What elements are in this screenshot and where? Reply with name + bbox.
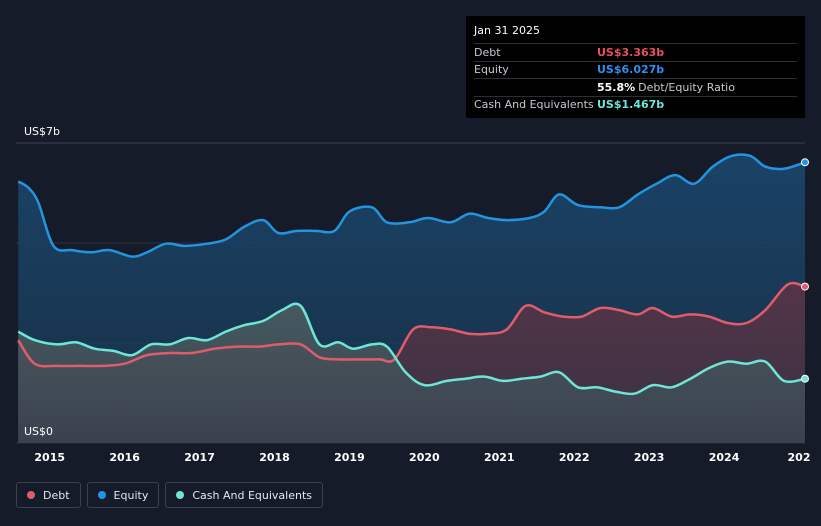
- x-tick-label-0: 2015: [34, 451, 65, 464]
- tooltip-cash-value: US$1.467b: [597, 98, 665, 112]
- tooltip-row-equity: Equity US$6.027b: [474, 60, 797, 79]
- y-tick-label-0: US$0: [24, 425, 53, 438]
- x-tick-label-7: 2022: [559, 451, 590, 464]
- x-tick-label-2: 2017: [184, 451, 215, 464]
- x-tick-label-9: 2024: [709, 451, 740, 464]
- tooltip-ratio-label: Debt/Equity Ratio: [638, 80, 735, 94]
- x-tick-label-5: 2020: [409, 451, 440, 464]
- x-tick-label-6: 2021: [484, 451, 515, 464]
- series-endpoints: [801, 158, 809, 383]
- tooltip-debt-value: US$3.363b: [597, 45, 665, 59]
- tooltip-row-debt: Debt US$3.363b: [474, 43, 797, 61]
- legend-dot-equity: [97, 491, 106, 499]
- tooltip-row-ratio: 55.8% Debt/Equity Ratio: [474, 78, 797, 96]
- legend-label-cash: Cash And Equivalents: [192, 488, 312, 502]
- tooltip-cash-label: Cash And Equivalents: [474, 98, 594, 112]
- legend-dot-debt: [27, 491, 35, 499]
- x-tick-label-8: 2023: [634, 451, 665, 464]
- line-equity: [17, 153, 806, 258]
- endpoint-equity: [801, 158, 809, 167]
- legend-item-cash[interactable]: Cash And Equivalents: [165, 482, 323, 508]
- chart-legend: Debt Equity Cash And Equivalents: [16, 482, 323, 508]
- tooltip-row-cash: Cash And Equivalents US$1.467b: [474, 95, 797, 114]
- x-tick-label-3: 2018: [259, 451, 290, 464]
- x-axis-labels: 2015 2016 2017 2018 2019 2020 2021 2022 2023 2024…: [34, 451, 810, 464]
- x-tick-label-1: 2016: [109, 451, 140, 464]
- y-axis-labels: US$0 US$7b: [24, 125, 60, 438]
- legend-dot-cash: [176, 491, 185, 499]
- legend-label-debt: Debt: [43, 488, 70, 502]
- tooltip-equity-label: Equity: [474, 63, 509, 77]
- tooltip-ratio-value: 55.8%: [597, 80, 636, 94]
- tooltip-debt-label: Debt: [474, 45, 501, 59]
- x-tick-label-10: 202: [788, 451, 811, 464]
- line-cash-and-equivalents: [17, 302, 806, 396]
- endpoint-debt: [801, 282, 809, 291]
- endpoint-cash-and-equivalents: [801, 374, 809, 383]
- tooltip-date: Jan 31 2025: [474, 24, 540, 37]
- y-tick-label-1: US$7b: [24, 125, 60, 138]
- tooltip-equity-value: US$6.027b: [597, 63, 665, 77]
- legend-item-debt[interactable]: Debt: [16, 482, 81, 508]
- x-tick-label-4: 2019: [334, 451, 365, 464]
- series-areas: [18, 154, 805, 444]
- series-lines: [17, 153, 806, 396]
- line-debt: [17, 281, 806, 368]
- legend-label-equity: Equity: [113, 488, 149, 502]
- hover-tooltip: Jan 31 2025 Debt US$3.363b Equity US$6.0…: [466, 16, 805, 118]
- legend-item-equity[interactable]: Equity: [86, 482, 160, 508]
